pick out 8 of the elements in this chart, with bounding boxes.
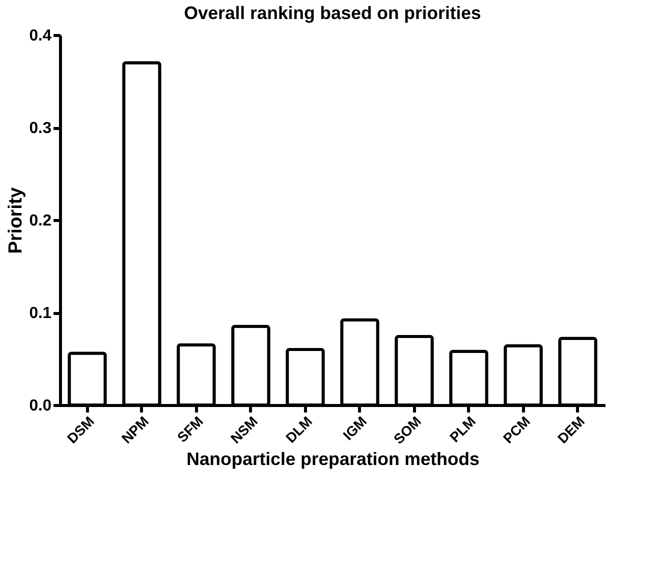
y-tick-label: 0.4: [29, 28, 52, 44]
y-tick-label: 0.0: [29, 398, 52, 414]
y-tick-label: 0.1: [29, 305, 52, 322]
y-tick-label: 0.3: [29, 120, 52, 137]
y-axis-title: Priority: [5, 186, 26, 254]
y-tick-label: 0.2: [29, 212, 52, 230]
x-axis-title: Nanoparticle preparation methods: [186, 448, 480, 469]
chart-title: Overall ranking based on priorities: [184, 3, 482, 23]
